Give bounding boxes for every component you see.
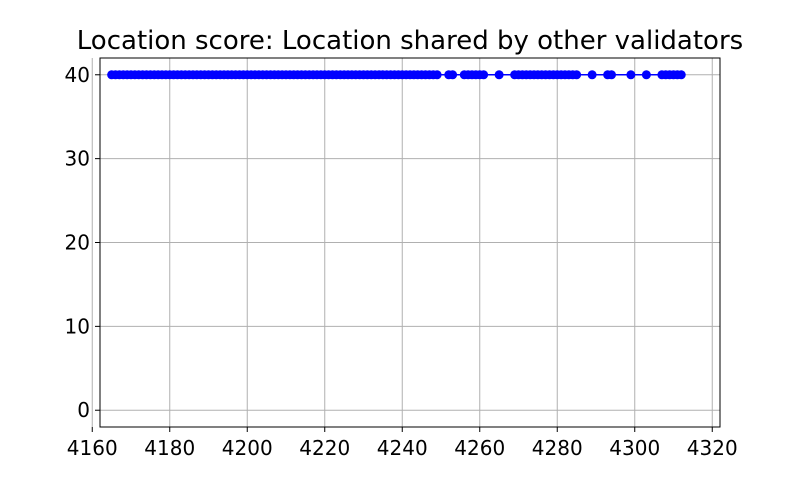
- series-layer: [107, 70, 686, 80]
- data-point: [641, 70, 651, 80]
- axis-layer: 4160 4180 4200 4220 4240 4260 4280 4300 4320 0 10 2…: [65, 63, 738, 460]
- y-tick-label: 30: [65, 147, 90, 171]
- x-tick-label: 4200: [222, 436, 273, 460]
- x-tick-label: 4160: [67, 436, 118, 460]
- data-point: [479, 70, 489, 80]
- grid-layer: [91, 58, 720, 427]
- x-tick-label: 4320: [687, 436, 738, 460]
- chart-title: Location score: Location shared by other…: [77, 26, 743, 56]
- x-tick-label: 4240: [377, 436, 428, 460]
- data-point: [676, 70, 686, 80]
- x-tick-label: 4220: [299, 436, 350, 460]
- data-point: [587, 70, 597, 80]
- x-tick-label: 4260: [454, 436, 505, 460]
- y-tick-label: 0: [77, 398, 90, 422]
- data-point: [572, 70, 582, 80]
- x-tick-label: 4300: [609, 436, 660, 460]
- data-point: [494, 70, 504, 80]
- y-tick-label: 40: [65, 63, 90, 87]
- data-point: [432, 70, 442, 80]
- plot-frame: [99, 57, 721, 428]
- data-point: [448, 70, 458, 80]
- x-tick-label: 4180: [144, 436, 195, 460]
- x-tick-label: 4280: [532, 436, 583, 460]
- data-point: [626, 70, 636, 80]
- y-tick-label: 20: [65, 231, 90, 255]
- data-point: [607, 70, 616, 80]
- y-tick-label: 10: [65, 314, 90, 338]
